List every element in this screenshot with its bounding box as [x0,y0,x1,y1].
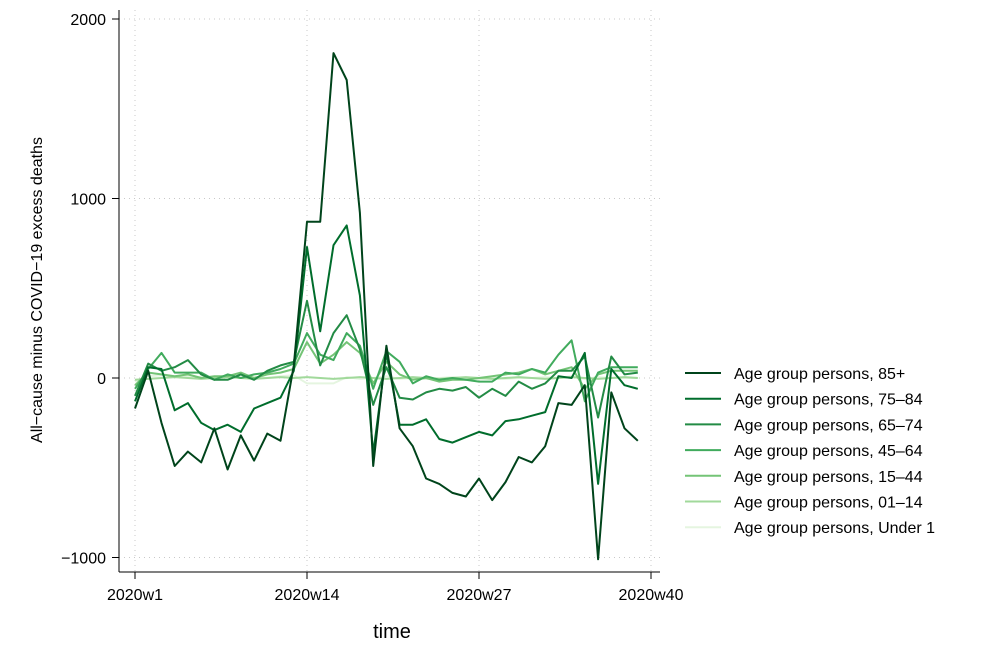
axes [112,10,660,579]
legend-label: Age group persons, 75–84 [734,392,923,409]
tick-labels: 2020w1 2020w14 2020w27 2020w40 −1000 0 1000 200… [61,12,684,604]
x-axis-title: time [373,621,411,643]
x-tick-label: 2020w40 [619,587,684,604]
series-line-4 [134,341,638,390]
legend-label: Age group persons, 45–64 [734,443,923,460]
series-line-2 [134,299,638,419]
y-tick-label: −1000 [61,551,106,568]
legend: Age group persons, 85+ Age group persons,… [685,366,935,537]
grid-lines [119,10,660,572]
x-tick-label: 2020w14 [275,587,340,604]
y-axis-title: All−cause minus COVID−19 excess deaths [29,137,46,443]
legend-label: Age group persons, 85+ [734,366,905,383]
y-tick-label: 0 [97,371,106,388]
y-tick-label: 1000 [70,192,106,209]
legend-label: Age group persons, 65–74 [734,417,923,434]
x-tick-label: 2020w27 [447,587,512,604]
y-tick-label: 2000 [70,12,106,29]
legend-label: Age group persons, Under 1 [734,520,935,537]
series-line-0 [134,52,639,561]
series-lines [134,52,639,561]
x-tick-label: 2020w1 [107,587,163,604]
legend-label: Age group persons, 01–14 [734,495,923,512]
legend-label: Age group persons, 15–44 [734,469,923,486]
